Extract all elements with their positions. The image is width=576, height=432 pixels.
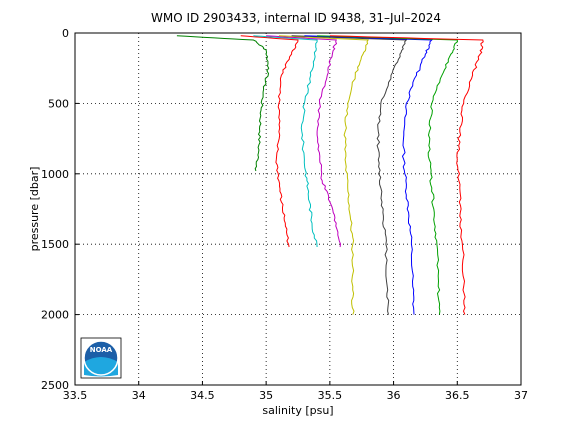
x-tick-label: 33.5 <box>63 389 88 402</box>
x-axis-label: salinity [psu] <box>262 404 333 417</box>
x-ticks: 33.5 34 34.5 35 35.5 36 36.5 37 <box>63 381 528 402</box>
logo-text: NOAA <box>90 346 113 354</box>
series-line <box>291 35 408 315</box>
series-line <box>329 35 484 315</box>
series-line <box>176 35 270 172</box>
series-group <box>176 35 484 315</box>
x-tick-label: 35.5 <box>318 389 343 402</box>
x-tick-label: 34 <box>132 389 146 402</box>
noaa-logo: NOAA <box>80 337 122 379</box>
y-tick-label: 2500 <box>41 379 69 392</box>
y-axis-label: pressure [dbar] <box>28 167 41 252</box>
series-line <box>304 35 434 315</box>
y-ticks: 0 500 1000 1500 2000 2500 <box>41 27 79 392</box>
x-tick-label: 34.5 <box>190 389 215 402</box>
y-tick-label: 2000 <box>41 309 69 322</box>
x-tick-label: 37 <box>514 389 528 402</box>
x-tick-label: 36.5 <box>445 389 470 402</box>
y-tick-label: 1000 <box>41 168 69 181</box>
grid <box>75 33 521 385</box>
y-tick-label: 1500 <box>41 238 69 251</box>
x-tick-label: 35 <box>259 389 273 402</box>
chart-title: WMO ID 2903433, internal ID 9438, 31–Jul… <box>151 11 441 25</box>
x-tick-label: 36 <box>387 389 401 402</box>
series-line <box>266 35 342 248</box>
series-line <box>317 35 459 315</box>
series-line <box>278 35 369 315</box>
y-tick-label: 0 <box>62 27 69 40</box>
series-line <box>253 35 318 248</box>
y-tick-label: 500 <box>48 97 69 110</box>
plot-frame <box>74 32 522 386</box>
series-line <box>240 35 299 248</box>
